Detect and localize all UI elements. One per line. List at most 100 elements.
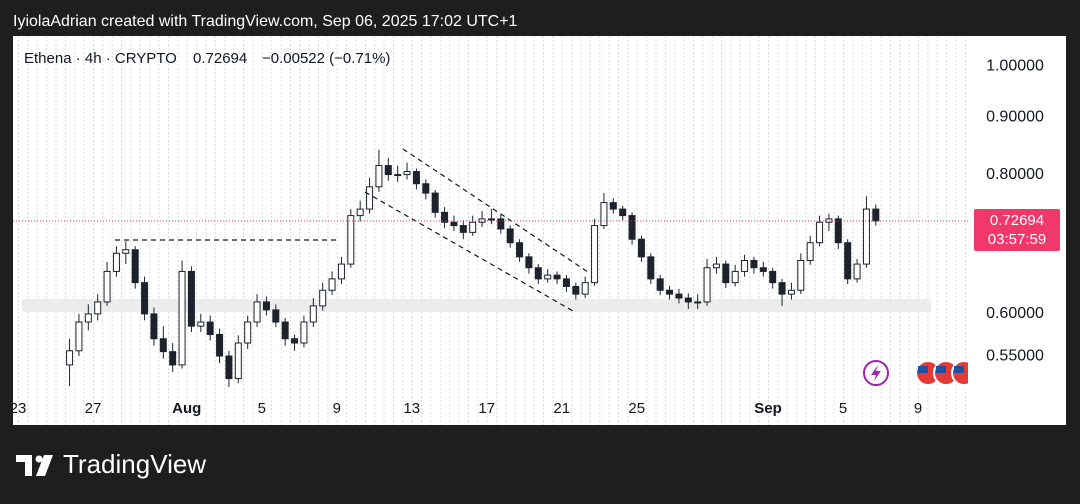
- candle-body: [272, 309, 280, 323]
- candle-body: [469, 221, 477, 233]
- candle-body: [253, 301, 261, 323]
- candle-body: [694, 301, 702, 304]
- candle-body: [431, 192, 439, 213]
- lightning: [871, 365, 881, 381]
- candle-body: [487, 218, 495, 221]
- y-tick-label: 0.80000: [986, 166, 1044, 183]
- flag-canton: [954, 366, 964, 373]
- candle-body: [394, 174, 402, 177]
- candle-body: [206, 321, 214, 336]
- candle-body: [366, 186, 374, 210]
- x-tick-label: 23: [10, 400, 27, 417]
- candle-body: [159, 338, 167, 353]
- candle-body: [122, 249, 130, 254]
- candle-body: [450, 221, 458, 227]
- candle-body: [778, 282, 786, 295]
- candle-body: [628, 215, 636, 240]
- candle-body: [637, 238, 645, 258]
- candle-body: [328, 278, 336, 291]
- x-tick-label: Sep: [754, 400, 782, 417]
- y-tick-label: 0.90000: [986, 109, 1044, 126]
- candle-body: [66, 350, 74, 366]
- x-tick-label: 5: [258, 400, 266, 417]
- grid-pattern: [13, 36, 968, 425]
- attribution: IyiolaAdrian created with TradingView.co…: [13, 13, 518, 30]
- logo: TradingView: [16, 449, 206, 479]
- candle-body: [84, 313, 92, 323]
- candle-body: [141, 282, 149, 315]
- candle-body: [816, 221, 824, 244]
- candle-body: [497, 218, 505, 230]
- candle-body: [516, 242, 524, 258]
- legend: Ethena · 4h · CRYPTO 0.72694 −0.00522 (−…: [24, 50, 390, 67]
- candle-body: [347, 215, 355, 265]
- x-tick-label: 21: [553, 400, 570, 417]
- support-zone: [22, 299, 931, 312]
- candle-body: [150, 313, 158, 340]
- candle-body: [619, 208, 627, 217]
- candle-body: [478, 218, 486, 223]
- logo-mark: [16, 455, 32, 476]
- candle-body: [722, 263, 730, 284]
- candle-body: [112, 252, 120, 272]
- candle-body: [384, 165, 392, 176]
- plot: [66, 149, 880, 387]
- x-tick-label: 27: [85, 400, 102, 417]
- logo-text: TradingView: [63, 449, 206, 479]
- last-price: 0.72694: [193, 50, 247, 67]
- candle-body: [825, 218, 833, 223]
- candle-body: [216, 334, 224, 357]
- candle-body: [422, 183, 430, 194]
- y-tick-label: 1.00000: [986, 58, 1044, 75]
- candle-body: [797, 259, 805, 291]
- candle-body: [337, 263, 345, 280]
- last-price-label: 0.72694: [990, 212, 1044, 229]
- candle-body: [741, 259, 749, 272]
- candle-body: [872, 208, 880, 222]
- candle-body: [787, 289, 795, 295]
- candle-body: [562, 278, 570, 287]
- candle-body: [309, 305, 317, 323]
- x-tick-label: 17: [478, 400, 495, 417]
- candle-body: [291, 338, 299, 344]
- candle-body: [178, 270, 186, 366]
- candle-body: [572, 285, 580, 295]
- candle-body: [131, 249, 139, 284]
- x-tick-label: 9: [914, 400, 922, 417]
- candle-body: [759, 267, 767, 272]
- icon-mask: [968, 355, 988, 391]
- candle-body: [459, 225, 467, 233]
- candle-body: [506, 228, 514, 244]
- logo-dot: [35, 455, 43, 463]
- candle-body: [853, 263, 861, 280]
- x-tick-label: 25: [628, 400, 645, 417]
- candle-body: [656, 278, 664, 291]
- y-tick-label: 0.60000: [986, 305, 1044, 322]
- candle-body: [553, 274, 561, 280]
- x-tick-label: 9: [333, 400, 341, 417]
- candle-body: [412, 171, 420, 185]
- candle-body: [591, 225, 599, 284]
- candle-body: [806, 242, 814, 261]
- flag-canton: [936, 366, 946, 373]
- x-tick-label: 13: [403, 400, 420, 417]
- candle-body: [862, 208, 870, 265]
- candle-body: [441, 211, 449, 223]
- countdown: 03:57:59: [988, 231, 1046, 248]
- last-price-box: [974, 208, 1060, 251]
- channel-upper: [402, 148, 589, 273]
- candle-body: [731, 270, 739, 284]
- candle-body: [103, 270, 111, 303]
- candle-body: [300, 321, 308, 344]
- candle-body: [187, 270, 195, 327]
- candle-body: [712, 263, 720, 269]
- channel-lower: [364, 191, 574, 312]
- candle-body: [675, 293, 683, 299]
- drawings: [115, 148, 589, 312]
- candle-body: [262, 301, 270, 311]
- candle-body: [403, 171, 411, 176]
- x-tick-label: Aug: [172, 400, 201, 417]
- candle-body: [666, 289, 674, 295]
- candle-body: [375, 165, 383, 188]
